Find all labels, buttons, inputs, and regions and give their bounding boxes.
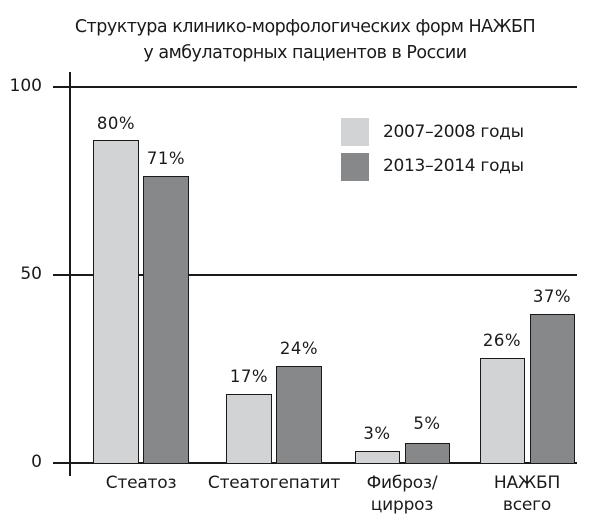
bar-fibrosis-2007-2008 bbox=[355, 451, 400, 464]
bar-steatohepatitis-2013-2014 bbox=[276, 366, 322, 464]
value-label-nafld-total-2013-2014: 37% bbox=[532, 287, 572, 306]
bar-nafld-total-2007-2008 bbox=[480, 358, 525, 464]
x-label-steatosis: Стеатоз bbox=[105, 473, 177, 493]
value-label-fibrosis-2007-2008: 3% bbox=[363, 424, 391, 443]
bar-steatohepatitis-2007-2008 bbox=[226, 394, 272, 464]
value-label-steatohepatitis-2007-2008: 17% bbox=[229, 367, 269, 386]
legend-swatch-2013-2014 bbox=[341, 153, 369, 181]
gridline-50 bbox=[53, 274, 577, 276]
gridline-100 bbox=[53, 86, 577, 88]
x-label-fibrosis-line-2: цирроз bbox=[370, 495, 434, 515]
value-label-steatosis-2007-2008: 80% bbox=[96, 114, 136, 133]
x-label-fibrosis-line-1: Фиброз/ bbox=[366, 473, 438, 493]
bar-steatosis-2007-2008 bbox=[93, 140, 139, 464]
y-tick-50: 50 bbox=[20, 264, 42, 284]
legend-label-2013-2014: 2013–2014 годы bbox=[383, 156, 524, 176]
value-label-fibrosis-2013-2014: 5% bbox=[413, 414, 441, 433]
chart-title-line-2: у амбулаторных пациентов в России bbox=[143, 43, 467, 63]
legend-swatch-2007-2008 bbox=[341, 118, 369, 146]
value-label-steatohepatitis-2013-2014: 24% bbox=[279, 339, 319, 358]
bar-fibrosis-2013-2014 bbox=[405, 443, 450, 464]
value-label-nafld-total-2007-2008: 26% bbox=[482, 331, 522, 350]
legend-label-2007-2008: 2007–2008 годы bbox=[383, 122, 524, 142]
y-tick-0: 0 bbox=[31, 452, 42, 472]
chart-title-line-1: Структура клинико-морфологических форм Н… bbox=[74, 17, 536, 37]
bar-steatosis-2013-2014 bbox=[143, 176, 189, 464]
x-label-nafld-total-line-2: всего bbox=[502, 495, 552, 515]
bar-nafld-total-2013-2014 bbox=[530, 314, 575, 464]
x-label-steatohepatitis: Стеатогепатит bbox=[207, 473, 341, 493]
x-label-nafld-total-line-1: НАЖБП bbox=[493, 473, 561, 493]
y-tick-100: 100 bbox=[9, 76, 42, 96]
value-label-steatosis-2013-2014: 71% bbox=[146, 149, 186, 168]
